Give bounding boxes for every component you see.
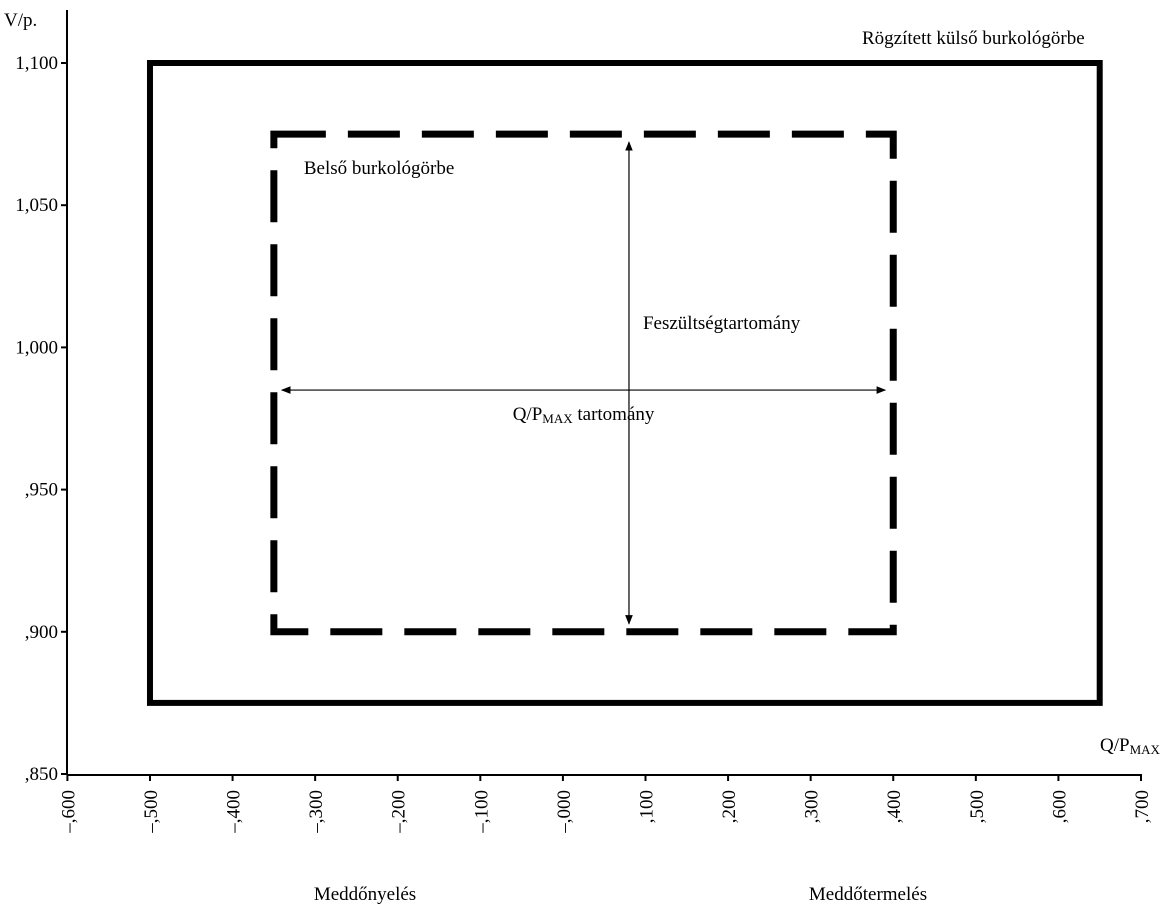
y-tick-label: 1,000 [15,337,58,358]
x-tick-label: ,300 [802,790,823,823]
y-tick-label: ,950 [25,480,58,501]
y-axis-label: V/p. [4,10,37,31]
x-tick-label: ,100 [636,790,657,823]
x-axis-label: Q/PMAX [1100,735,1161,757]
y-tick-label: 1,050 [15,195,58,216]
side-label: Meddőtermelés [809,884,927,905]
x-tick-label: –,500 [141,790,162,834]
x-tick-label: –,400 [224,790,245,834]
x-tick-label: ,400 [884,790,905,823]
arrow-label-part: Q/P [513,404,543,425]
y-tick-label: 1,100 [15,53,58,74]
x-axis-label-sub: MAX [1130,742,1161,757]
arrow-label: Feszültségtartomány [643,313,801,334]
outer-envelope [146,60,1103,706]
region-label: Rögzített külső burkológörbe [862,28,1085,49]
region-label: Belső burkológörbe [304,158,454,179]
x-tick-label: –,300 [306,790,327,834]
inner-envelope [270,130,897,636]
y-tick-label: ,900 [25,622,58,643]
x-tick-label: –,000 [554,790,575,834]
x-tick-label: –,100 [471,790,492,834]
x-tick-label: ,600 [1049,790,1070,823]
x-tick-label: ,200 [719,790,740,823]
arrow-label-part: MAX [542,411,573,426]
x-tick-label: ,500 [967,790,988,823]
arrow-label-part: tartomány [573,404,655,425]
arrow-label: Q/PMAX tartomány [513,404,655,426]
x-tick-label: ,700 [1132,790,1153,823]
arrow-label-part: Feszültségtartomány [643,313,801,334]
side-label: Meddőnyelés [314,884,416,905]
x-tick-label: –,600 [58,790,79,834]
x-axis-label-main: Q/P [1100,735,1130,756]
x-tick-label: –,200 [389,790,410,834]
y-tick-label: ,850 [25,764,58,785]
